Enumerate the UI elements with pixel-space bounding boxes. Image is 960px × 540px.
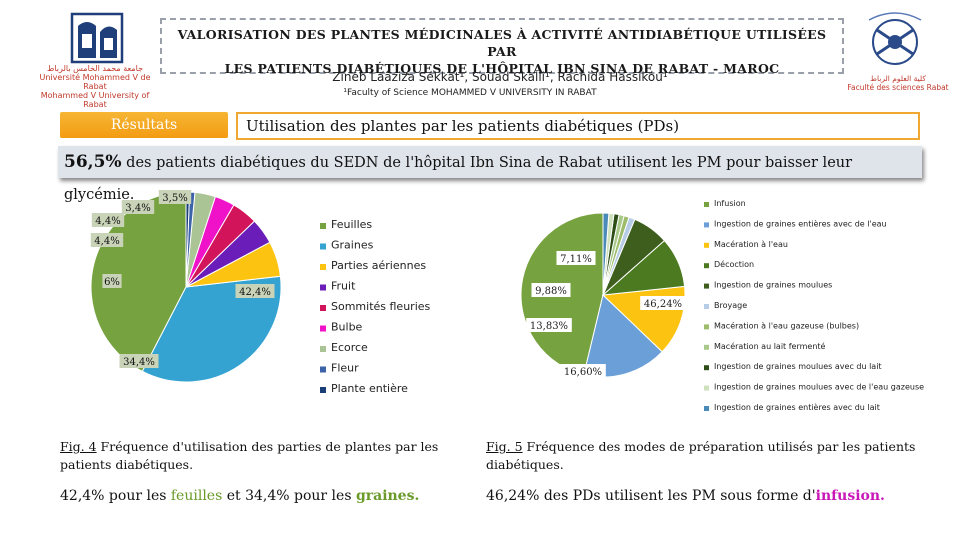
legend-swatch-5	[704, 283, 709, 289]
legend-swatch-8	[704, 344, 709, 350]
legend-label-8: Fleur	[331, 362, 359, 375]
legend-swatch-11	[704, 406, 709, 411]
key-finding-banner: 56,5% des patients diabétiques du SEDN d…	[58, 146, 922, 203]
legend-label-3: Parties aériennes	[331, 259, 426, 272]
data-label-box-4	[91, 213, 125, 227]
poster-title: VALORISATION DES PLANTES MÉDICINALES À A…	[160, 18, 844, 76]
data-label-3: 6%	[104, 277, 120, 288]
legend-label-1: Infusion	[714, 199, 746, 208]
data-label-1: 42,4%	[239, 287, 271, 298]
affiliation: ¹Faculty of Science MOHAMMED V UNIVERSIT…	[343, 88, 597, 98]
pie-chart-preparation-modes: 46,24% 16,60% 13,83% 9,88% 7,11%	[520, 212, 686, 378]
legend-swatch-6	[320, 325, 326, 332]
data-label-3: 13,83%	[530, 321, 568, 332]
faculty-logo-text: كلية العلوم الرباط Faculté des sciences …	[847, 74, 949, 92]
legend-label-6: Bulbe	[331, 321, 363, 334]
legend-swatch-7	[704, 324, 709, 330]
legend-swatch-9	[320, 387, 326, 393]
data-label-4: 4,4%	[95, 216, 120, 227]
legend-label-9: Plante entière	[331, 382, 408, 395]
legend-label-5: Ingestion de graines moulues	[714, 281, 832, 290]
legend-swatch-9	[704, 365, 709, 371]
legend-label-3: Macération à l'eau	[714, 239, 788, 249]
legend-swatch-1	[704, 202, 709, 207]
figure-4-caption: Fig. 4 Fréquence d'utilisation des parti…	[60, 439, 439, 472]
legend-swatch-2	[320, 243, 326, 250]
data-label-box-6	[121, 200, 155, 214]
charts-area: 42,4% 34,4% 6% 4,4% 4,4% 3,4% 3,5% Feuilles Gra…	[90, 190, 924, 412]
legend-label-4: Décoction	[714, 259, 754, 269]
data-label-1: 46,24%	[644, 299, 682, 310]
data-label-2: 16,60%	[564, 367, 602, 378]
data-label-7: 3,5%	[162, 193, 187, 204]
legend-label-6: Broyage	[714, 301, 747, 310]
legend-label-7: Macération à l'eau gazeuse (bulbes)	[714, 320, 859, 330]
key-finding-percent: 56,5%	[64, 152, 122, 172]
legend-label-9: Ingestion de graines moulues avec du lai…	[714, 362, 882, 371]
legend-label-5: Sommités fleuries	[331, 300, 431, 313]
data-label-6: 3,4%	[125, 203, 150, 214]
conclusion-preparation: 46,24% des PDs utilisent les PM sous for…	[486, 488, 885, 504]
legend-swatch-4	[704, 263, 709, 269]
data-label-box-7	[158, 190, 192, 204]
legend-preparation-modes: Infusion Ingestion de graines entières av…	[704, 199, 924, 412]
figure-5-caption: Fig. 5 Fréquence des modes de préparatio…	[486, 439, 916, 472]
legend-label-10: Ingestion de graines moulues avec de l'e…	[714, 383, 924, 392]
legend-swatch-10	[704, 385, 709, 391]
pie-slice-11	[602, 212, 610, 296]
legend-swatch-4	[320, 284, 326, 291]
pie-chart-plant-parts: 42,4% 34,4% 6% 4,4% 4,4% 3,4% 3,5%	[90, 190, 282, 383]
faculty-logo	[855, 10, 941, 96]
legend-label-4: Fruit	[331, 280, 356, 293]
data-label-2: 34,4%	[123, 357, 155, 368]
data-label-4: 9,88%	[535, 286, 567, 297]
legend-swatch-1	[320, 223, 326, 229]
pie-slice-2	[141, 275, 282, 383]
data-label-box-2	[119, 354, 159, 368]
legend-swatch-8	[320, 366, 326, 373]
authors: Zineb Laâziza Sekkat¹, Souad Skalli¹, Ra…	[332, 70, 668, 84]
data-label-box-3	[526, 318, 572, 332]
results-tab: Résultats	[60, 112, 228, 138]
legend-label-2: Graines	[331, 239, 374, 252]
legend-plant-parts: Feuilles Graines Parties aériennes Fruit Som…	[320, 218, 431, 395]
data-label-5: 4,4%	[94, 236, 119, 247]
data-label-box-5	[556, 251, 596, 265]
legend-label-7: Ecorce	[331, 341, 368, 354]
data-label-box-4	[531, 283, 571, 297]
conclusion-plant-parts: 42,4% pour les feuilles et 34,4% pour le…	[60, 488, 420, 504]
legend-label-1: Feuilles	[331, 218, 372, 231]
legend-swatch-3	[320, 264, 326, 270]
legend-swatch-6	[704, 304, 709, 309]
section-heading: Utilisation des plantes par les patients…	[236, 112, 920, 140]
legend-label-8: Macération au lait fermenté	[714, 341, 826, 351]
legend-label-11: Ingestion de graines entières avec du la…	[714, 402, 880, 412]
legend-swatch-7	[320, 346, 326, 352]
university-logo	[38, 12, 156, 98]
legend-swatch-2	[704, 222, 709, 228]
data-label-box-5	[90, 233, 124, 247]
key-finding-text: des patients diabétiques du SEDN de l'hô…	[64, 155, 853, 203]
data-label-box-1	[640, 296, 686, 310]
university-logo-text: جامعة محمد الخامس بالرباط Université Moh…	[39, 64, 151, 109]
data-label-box-1	[235, 284, 275, 298]
data-label-5: 7,11%	[560, 254, 592, 265]
legend-label-2: Ingestion de graines entières avec de l'…	[714, 218, 887, 228]
legend-swatch-3	[704, 242, 709, 248]
data-label-box-2	[560, 364, 606, 378]
data-label-box-3	[102, 274, 122, 288]
legend-swatch-5	[320, 305, 326, 311]
